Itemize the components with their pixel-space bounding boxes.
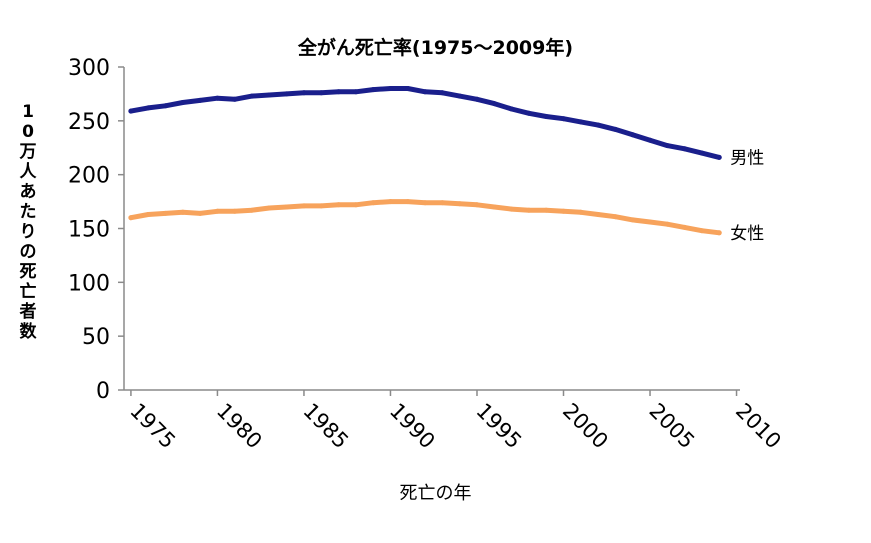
series-label: 女性 [730,224,764,244]
data-point [664,143,670,149]
data-point [664,221,670,227]
data-point [474,96,480,102]
data-point [422,89,428,95]
data-point [180,100,186,105]
data-point [128,108,134,114]
data-point [682,146,688,152]
data-point [353,89,359,95]
data-point [180,209,186,215]
data-point [232,96,238,102]
x-tick-label: 1985 [298,399,353,454]
data-point [145,105,151,111]
y-axis-label: 10万人あたりの死亡者数 [19,102,37,342]
data-point [145,212,151,217]
data-point [578,119,584,125]
data-point [630,217,636,223]
data-point [163,210,168,216]
data-point [422,200,428,206]
data-point [284,91,290,97]
y-tick-label: 50 [82,325,110,350]
x-tick-label: 1975 [125,399,180,454]
y-tick-label: 300 [68,56,110,81]
data-point [543,114,549,119]
data-point [561,208,566,214]
data-point [284,204,290,210]
y-tick-label: 100 [68,271,110,296]
data-point [405,199,411,205]
y-tick-label: 250 [68,110,110,135]
data-point [370,200,376,206]
data-point [509,106,515,112]
data-point [439,200,445,206]
series-lines [128,86,722,236]
data-point [699,228,705,234]
data-point [526,207,532,213]
data-point [197,210,203,216]
data-point [266,205,272,211]
data-point [214,95,220,101]
x-tick-label: 2005 [644,399,699,454]
data-point [318,90,324,96]
data-point [128,215,134,221]
data-point [543,207,549,213]
data-point [301,90,307,96]
data-point [612,126,618,132]
data-point [266,92,272,98]
series-label: 男性 [730,148,764,168]
data-point [509,206,515,212]
data-point [716,230,722,236]
data-point [301,203,307,209]
data-point [595,212,601,217]
data-point [388,199,393,205]
y-tick-label: 200 [68,164,110,189]
chart-title: 全がん死亡率(1975～2009年) [297,37,574,59]
data-point [163,103,168,109]
data-point [457,201,463,207]
data-point [318,203,324,209]
data-point [474,202,480,208]
x-tick-label: 2010 [731,399,786,454]
data-point [353,202,359,208]
series-line-2 [128,199,722,236]
data-point [439,90,445,96]
data-point [197,97,203,103]
x-tick-labels: 1975 1980 1985 1990 1995 2000 2005 2010 [125,399,785,454]
data-point [370,87,376,93]
data-point [249,207,255,213]
data-point [647,219,653,225]
data-point [612,214,618,220]
data-point [491,204,497,210]
x-tick-label: 1980 [212,399,267,454]
data-point [630,132,636,138]
data-point [578,209,584,215]
data-point [682,224,688,230]
data-point [491,101,497,107]
data-point [388,86,393,91]
data-point [716,154,722,160]
x-tick-label: 1990 [385,399,440,454]
y-tick-label: 0 [96,379,110,404]
data-point [457,93,463,99]
data-point [249,93,255,99]
x-tick-label: 2000 [558,399,613,454]
data-point [336,202,342,208]
data-point [595,122,601,128]
axes [118,66,740,396]
y-tick-label: 150 [68,218,110,243]
data-point [232,208,238,214]
data-point [214,208,220,214]
data-point [647,137,653,143]
x-tick-label: 1995 [471,399,526,454]
data-point [336,89,342,95]
y-tick-labels: 0 50 100 150 200 250 300 [68,56,110,404]
x-axis-label: 死亡の年 [399,483,472,504]
data-point [561,116,566,122]
data-point [699,150,705,156]
data-point [405,86,411,91]
data-point [526,110,532,116]
